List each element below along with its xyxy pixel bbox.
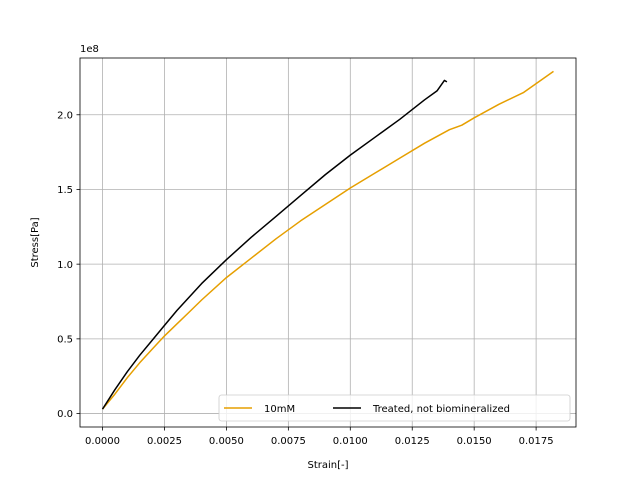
x-tick-label: 0.0050: [209, 436, 244, 447]
series-line-0: [101, 70, 554, 410]
y-axis: 0.0 0.5 1.0 1.5 2.0: [57, 110, 80, 420]
x-tick-label: 0.0150: [457, 436, 492, 447]
x-tick-label: 0.0175: [519, 436, 554, 447]
x-tick-label: 0.0025: [147, 436, 182, 447]
x-axis-label: Strain[-]: [307, 460, 348, 471]
axes-frame: [79, 57, 577, 428]
x-tick-label: 0.0000: [85, 436, 120, 447]
y-tick-label: 0.5: [57, 334, 73, 345]
x-tick-label: 0.0100: [333, 436, 368, 447]
y-tick-label: 1.0: [57, 260, 73, 271]
x-tick-label: 0.0075: [271, 436, 306, 447]
y-tick-label: 0.0: [57, 409, 73, 420]
legend: 10mM Treated, not biomineralized: [218, 394, 571, 422]
y-tick-label: 1.5: [57, 185, 73, 196]
legend-box: [218, 394, 571, 422]
legend-label-1: Treated, not biomineralized: [372, 404, 510, 415]
y-offset-label: 1e8: [80, 44, 99, 55]
grid: [80, 58, 576, 427]
y-axis-label: Stress[Pa]: [30, 217, 41, 267]
plot-lines: [101, 70, 554, 410]
y-tick-label: 2.0: [57, 110, 73, 121]
legend-label-0: 10mM: [264, 404, 295, 415]
series-line-1: [101, 79, 448, 410]
x-tick-label: 0.0125: [395, 436, 430, 447]
x-axis: 0.0000 0.0025 0.0050 0.0075 0.0100 0.0125 0.01…: [85, 427, 554, 447]
